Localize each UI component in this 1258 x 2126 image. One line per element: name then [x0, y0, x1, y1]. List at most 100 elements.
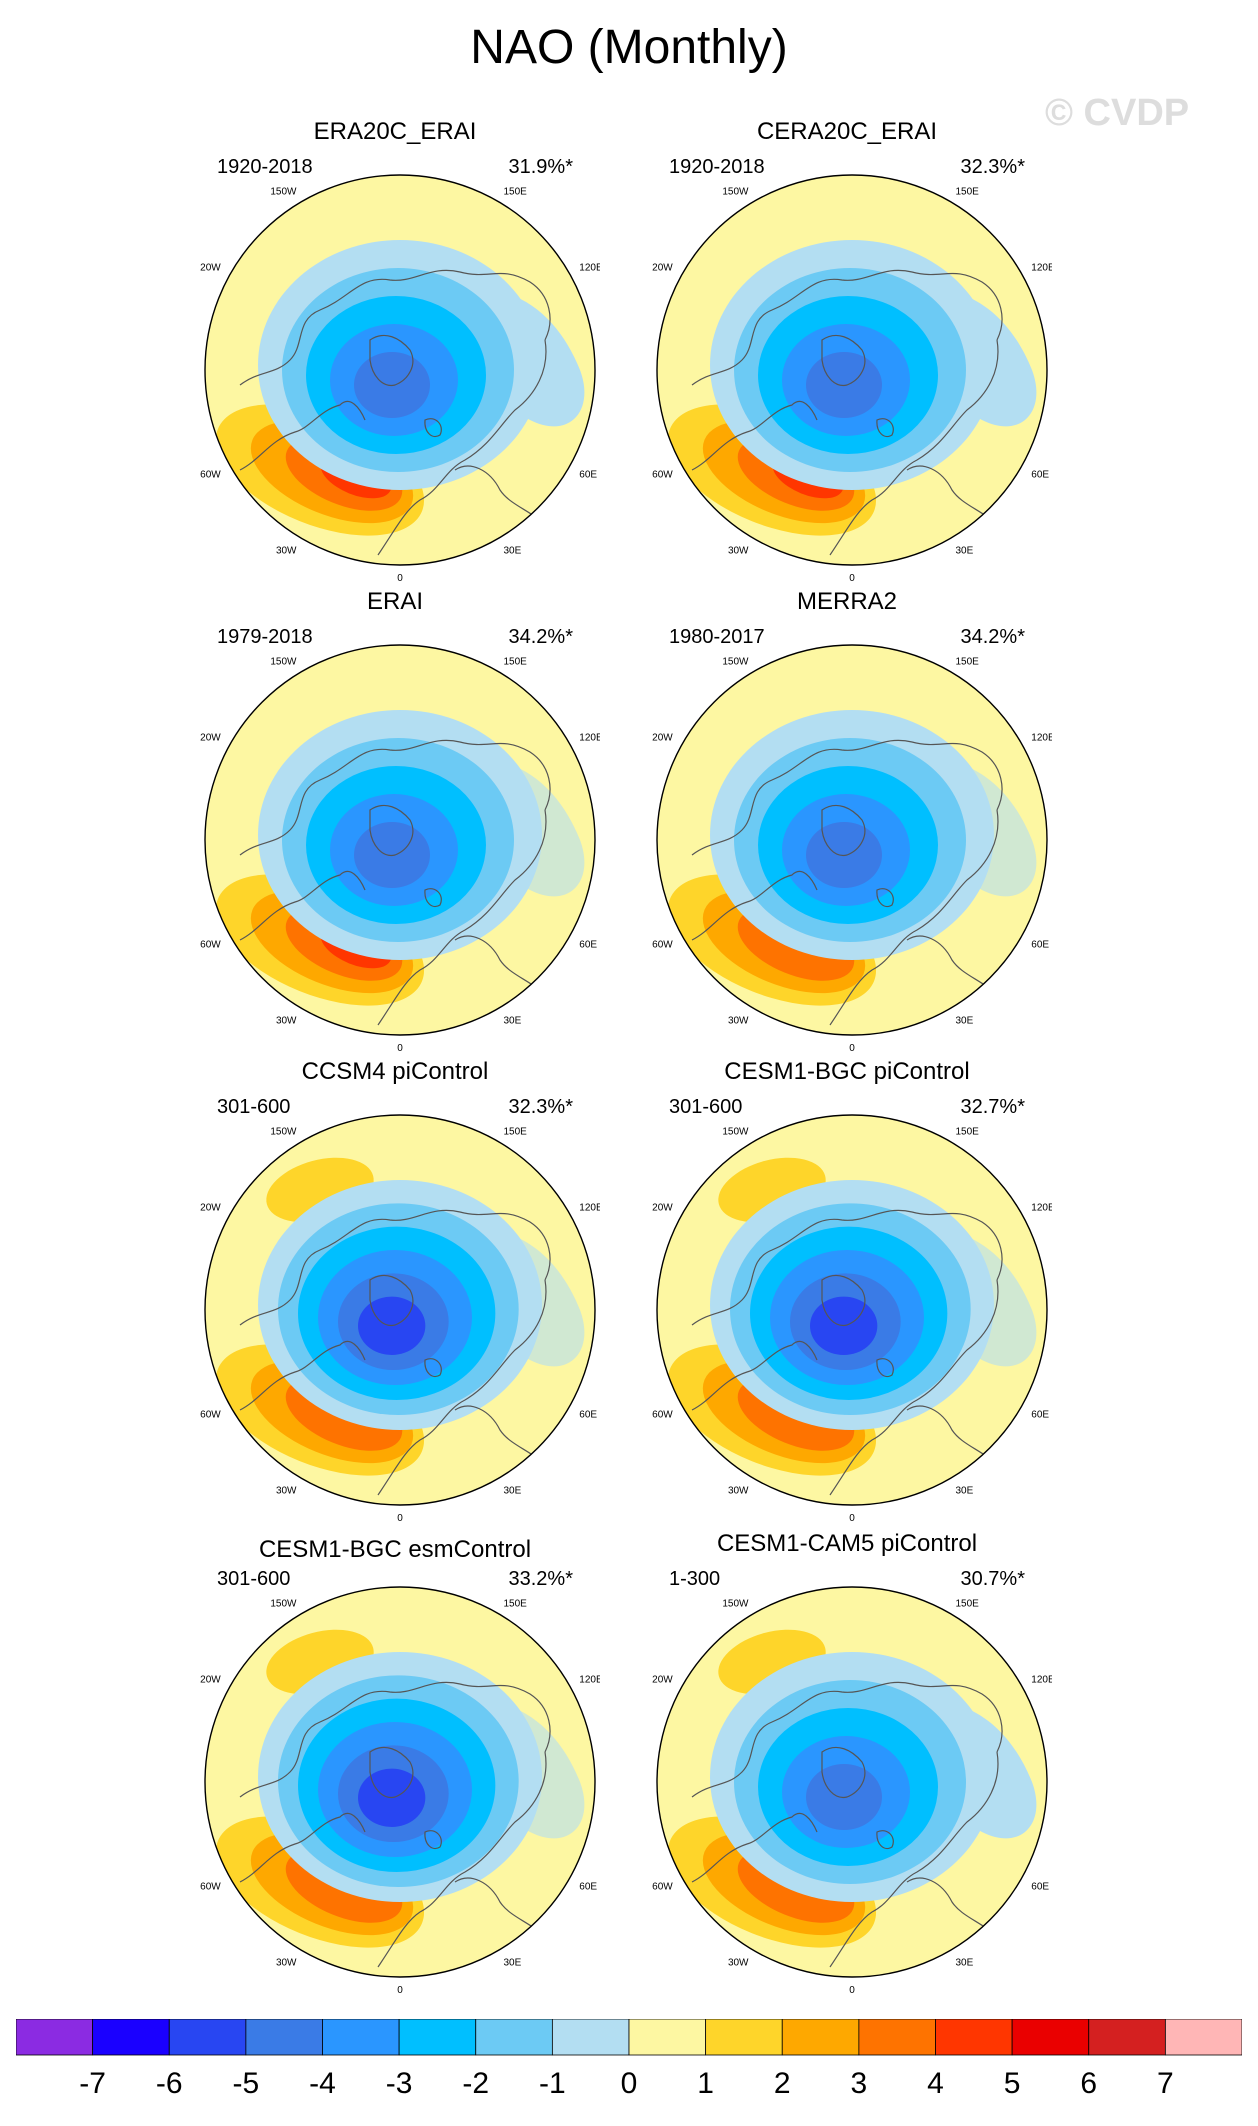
lon-label: 150E	[504, 1127, 528, 1138]
colorbar-tick-label: -6	[156, 2067, 183, 2100]
coastline	[239, 269, 551, 386]
colorbar-swatch	[1011, 2019, 1090, 2056]
lon-label: 60W	[200, 940, 221, 951]
polar-map: 180150E120E90E60E30E030W60W90W120W150W	[200, 174, 600, 584]
lon-label: 30W	[276, 545, 297, 556]
coastline	[691, 870, 818, 941]
map-panel: MERRA21980-201734.2%*180150E120E90E60E30…	[612, 588, 1082, 1058]
panel-title: ERA20C_ERAI	[313, 118, 477, 145]
map-panel: CERA20C_ERAI1920-201832.3%*180150E120E90…	[612, 118, 1082, 588]
panel-period: 301-600	[217, 1568, 291, 1590]
lon-label: 30E	[504, 1485, 522, 1496]
lon-label: 120W	[652, 263, 673, 274]
map-panel: CESM1-BGC esmControl301-60033.2%*180150E…	[160, 1530, 630, 2000]
coastline	[691, 269, 1003, 386]
lon-label: 60W	[652, 1410, 673, 1421]
colorbar-swatch	[398, 2019, 477, 2056]
lon-label: 60E	[579, 1882, 597, 1893]
coastline	[369, 1747, 414, 1799]
coastline	[691, 1209, 1003, 1326]
colorbar-swatch	[1164, 2019, 1242, 2056]
lon-label: 30W	[276, 1957, 297, 1968]
map-boundary	[656, 1586, 1048, 1978]
map-boundary	[656, 1114, 1048, 1506]
map-boundary	[204, 174, 596, 566]
colorbar-swatch	[781, 2019, 860, 2056]
lon-label: 120E	[579, 733, 600, 744]
lon-label: 150E	[956, 657, 980, 668]
lon-label: 30W	[728, 1015, 749, 1026]
colorbar-tick-label: 3	[851, 2067, 868, 2100]
panel-period: 301-600	[669, 1096, 743, 1118]
colorbar-swatch	[92, 2019, 170, 2056]
coastline	[239, 400, 366, 471]
colorbar-tick-label: 7	[1157, 2067, 1174, 2100]
panel-title: CERA20C_ERAI	[756, 118, 938, 145]
coastline	[369, 335, 414, 387]
colorbar-swatch	[858, 2019, 936, 2056]
lon-label: 30E	[956, 1485, 974, 1496]
panel-title: ERAI	[366, 588, 423, 615]
coastline	[876, 1358, 894, 1378]
coastline	[377, 1751, 547, 1968]
lon-label: 30W	[728, 1485, 749, 1496]
lon-label: 150W	[722, 657, 749, 668]
map-boundary	[656, 644, 1048, 1036]
lon-label: 150W	[722, 1127, 749, 1138]
map-boundary	[656, 174, 1048, 566]
lon-label: 150W	[722, 1599, 749, 1610]
colorbar-swatch	[168, 2019, 247, 2056]
coastline	[424, 888, 442, 908]
panel-title: CCSM4 piControl	[301, 1058, 489, 1085]
panel-period: 1979-2018	[217, 626, 313, 648]
map-panel: CESM1-BGC piControl301-60032.7%*180150E1…	[612, 1058, 1082, 1528]
lon-label: 120W	[200, 733, 221, 744]
coastline	[691, 1340, 818, 1411]
coastline	[876, 888, 894, 908]
lon-label: 150E	[956, 187, 980, 198]
coastline	[691, 1812, 818, 1883]
coastline	[377, 339, 547, 556]
lon-label: 60E	[579, 940, 597, 951]
lon-label: 120E	[1031, 263, 1052, 274]
lon-label: 120W	[200, 1203, 221, 1214]
colorbar-tick-label: 1	[697, 2067, 714, 2100]
lon-label: 30W	[276, 1015, 297, 1026]
lon-label: 120E	[579, 1675, 600, 1686]
colorbar: -7 -6 -5 -4 -3 -2 -1 0 1 2 3 4 5 6 7	[16, 2019, 1242, 2100]
lon-label: 30E	[504, 545, 522, 556]
coastline	[239, 1681, 551, 1798]
lon-label: 60W	[652, 470, 673, 481]
lon-label: 30E	[504, 1957, 522, 1968]
map-boundary	[204, 1586, 596, 1978]
colorbar-swatch	[705, 2019, 783, 2056]
lon-label: 0	[849, 1043, 855, 1054]
lon-label: 150E	[504, 187, 528, 198]
panel-period: 1920-2018	[669, 156, 765, 178]
lon-label: 0	[849, 1985, 855, 1996]
coastline	[829, 809, 999, 1026]
coastline	[239, 1209, 551, 1326]
lon-label: 150W	[270, 187, 297, 198]
lon-label: 30E	[956, 1957, 974, 1968]
lon-label: 120W	[652, 1203, 673, 1214]
lon-label: 30W	[728, 545, 749, 556]
coastline	[829, 1279, 999, 1496]
colorbar-swatch	[322, 2019, 400, 2056]
lon-label: 120W	[200, 1675, 221, 1686]
coastline	[876, 1830, 894, 1850]
panel-title: CESM1-BGC piControl	[724, 1058, 970, 1085]
panel-variance-explained: 31.9%*	[508, 156, 574, 178]
lon-label: 60E	[579, 1410, 597, 1421]
lon-label: 30E	[956, 545, 974, 556]
lon-label: 150W	[270, 657, 297, 668]
colorbar-tick-label: 5	[1004, 2067, 1021, 2100]
lon-label: 60W	[200, 470, 221, 481]
polar-map: 180150E120E90E60E30E030W60W90W120W150W	[652, 644, 1052, 1054]
coastline	[424, 1358, 442, 1378]
lon-label: 30E	[956, 1015, 974, 1026]
map-panel: ERAI1979-201834.2%*180150E120E90E60E30E0…	[160, 588, 630, 1058]
lon-label: 120W	[200, 263, 221, 274]
map-boundary	[204, 644, 596, 1036]
coastline	[876, 418, 894, 438]
